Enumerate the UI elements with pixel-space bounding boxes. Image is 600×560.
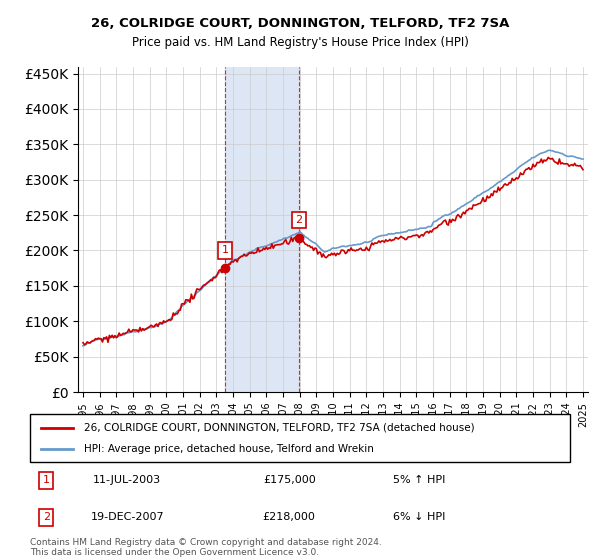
Text: 26, COLRIDGE COURT, DONNINGTON, TELFORD, TF2 7SA: 26, COLRIDGE COURT, DONNINGTON, TELFORD,… [91,17,509,30]
Text: Price paid vs. HM Land Registry's House Price Index (HPI): Price paid vs. HM Land Registry's House … [131,36,469,49]
Text: Contains HM Land Registry data © Crown copyright and database right 2024.
This d: Contains HM Land Registry data © Crown c… [30,538,382,557]
Text: 6% ↓ HPI: 6% ↓ HPI [392,512,445,522]
Text: £175,000: £175,000 [263,475,316,485]
Text: 2: 2 [43,512,50,522]
Text: 1: 1 [221,245,229,255]
Text: 26, COLRIDGE COURT, DONNINGTON, TELFORD, TF2 7SA (detached house): 26, COLRIDGE COURT, DONNINGTON, TELFORD,… [84,423,475,433]
Text: 1: 1 [43,475,50,485]
Text: 2: 2 [296,215,303,225]
Text: 19-DEC-2007: 19-DEC-2007 [91,512,164,522]
Text: 11-JUL-2003: 11-JUL-2003 [93,475,161,485]
Text: 5% ↑ HPI: 5% ↑ HPI [392,475,445,485]
Text: HPI: Average price, detached house, Telford and Wrekin: HPI: Average price, detached house, Telf… [84,444,374,454]
Bar [225,67,299,392]
Text: £218,000: £218,000 [263,512,316,522]
FancyBboxPatch shape [30,414,570,462]
